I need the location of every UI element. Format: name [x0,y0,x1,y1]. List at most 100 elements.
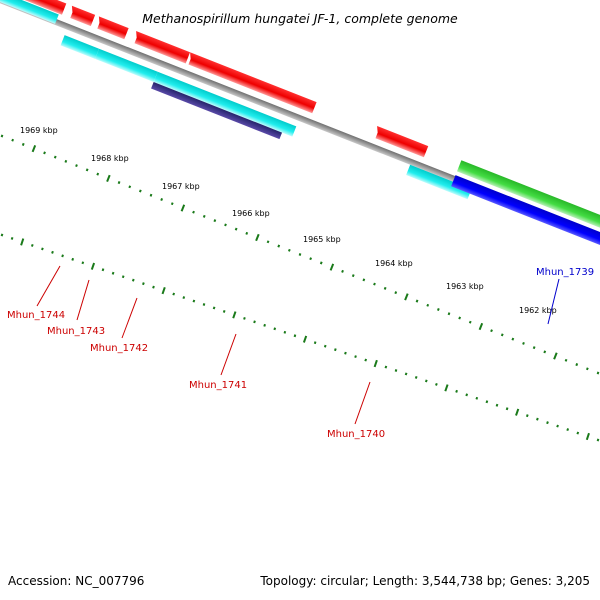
outer-track-minor-tick [277,244,281,248]
outer-track-minor-tick [373,282,376,286]
inner-track-major-tick [444,384,449,392]
outer-track-minor-tick [75,164,78,168]
outer-track-minor-tick [341,269,344,273]
outer-track-minor-tick [543,350,547,354]
inner-track-minor-tick [546,421,549,425]
gene-bar-mhun-1742-gene [95,48,158,83]
inner-track-minor-tick [273,327,277,331]
outer-track-minor-tick [213,219,217,223]
inner-track-minor-tick [0,233,4,237]
outer-track-minor-tick [362,278,366,282]
gene-arrow-mhun-1741-cds-b [188,52,317,114]
feature-band [0,0,600,282]
outer-track-minor-tick [128,185,132,189]
gene-arrow-mhun-1744-cds [0,0,67,15]
gene-bar-mhun-1739-gene [451,175,600,253]
outer-track-major-tick [478,322,484,331]
leader-line-mhun-1744 [36,265,61,307]
outer-track-major-tick [404,293,409,301]
inner-track-minor-tick [212,306,216,310]
inner-track-minor-tick [404,372,408,376]
gene-bar-mhun-1741-gene [153,71,297,137]
outer-track-major-tick [180,204,186,212]
gene-arrow-mhun-1743-cds [70,5,96,27]
outer-track-minor-tick [245,231,249,235]
outer-track-minor-tick [575,363,579,367]
outer-track-minor-tick [522,341,525,345]
outer-track-minor-tick [511,337,515,341]
gene-label-mhun-1743: Mhun_1743 [47,326,105,337]
inner-track-minor-tick [525,414,529,418]
outer-track-minor-tick [192,210,195,214]
inner-track-major-tick [90,262,96,270]
inner-track-minor-tick [172,292,176,296]
inner-track-minor-tick [41,247,44,251]
outer-track-minor-tick [447,312,451,316]
map-title: Methanospirillum hungatei JF-1, complete… [142,11,458,26]
outer-track-minor-tick [436,308,440,311]
outer-track-minor-tick [85,168,89,172]
gene-label-mhun-1740: Mhun_1740 [327,429,385,440]
inner-track-minor-tick [495,403,499,407]
tick-track-outer [0,134,600,375]
outer-track-major-tick [106,174,111,182]
outer-track-minor-tick [160,198,164,201]
inner-track-minor-tick [364,358,368,362]
outer-track-minor-tick [149,193,153,197]
kbp-label-1967: 1967 kbp [162,182,200,191]
kbp-label-1962: 1962 kbp [519,306,557,315]
inner-track-minor-tick [556,424,559,428]
inner-track-minor-tick [435,382,438,386]
inner-track-minor-tick [576,431,580,435]
outer-track-major-tick [31,145,37,153]
outer-track-minor-tick [490,329,493,333]
outer-track-minor-tick [532,346,536,350]
outer-track-minor-tick [309,257,313,261]
outer-track-minor-tick [170,202,174,206]
outer-track-minor-tick [11,138,15,142]
inner-track-minor-tick [152,285,155,289]
inner-track-minor-tick [566,428,570,432]
inner-track-minor-tick [30,243,34,247]
outer-track-minor-tick [117,181,121,185]
tick-track-inner [0,233,600,442]
outer-track-minor-tick [394,291,398,295]
leader-line-mhun-1741 [220,333,237,376]
inner-track-minor-tick [81,261,85,265]
reverse-strand-genes [0,0,429,158]
inner-track-minor-tick [414,375,418,379]
inner-track-minor-tick [293,334,297,338]
inner-track-major-tick [232,311,237,319]
outer-track-minor-tick [351,274,355,278]
leader-line-mhun-1742 [121,297,138,339]
outer-track-minor-tick [266,240,270,244]
inner-track-minor-tick [455,389,458,393]
outer-track-minor-tick [287,248,291,252]
inner-track-minor-tick [536,417,539,421]
kbp-label-1966: 1966 kbp [232,209,270,218]
inner-track-major-tick [161,286,166,295]
leader-line-mhun-1740 [354,381,371,425]
gene-label-mhun-1744: Mhun_1744 [7,310,65,321]
inner-track-minor-tick [384,365,388,369]
inner-track-major-tick [585,432,590,441]
inner-track-minor-tick [61,254,64,258]
outer-track-minor-tick [96,172,100,176]
inner-track-major-tick [302,335,308,343]
outer-track-major-tick [255,233,260,242]
gene-bar-mhun-1740-gene [406,164,472,200]
outer-track-minor-tick [53,155,57,159]
reverse-strand-rna-features [0,0,600,253]
gene-label-mhun-1739: Mhun_1739 [536,267,594,278]
kbp-label-1969: 1969 kbp [20,126,58,135]
inner-track-minor-tick [131,278,135,282]
inner-track-minor-tick [142,282,145,286]
inner-track-minor-tick [344,351,347,355]
inner-track-minor-tick [485,400,489,404]
kbp-label-1963: 1963 kbp [446,282,484,291]
outer-track-minor-tick [596,371,600,375]
outer-track-minor-tick [21,142,25,146]
outer-track-minor-tick [224,223,227,227]
kbp-labels: 1969 kbp 1968 kbp 1967 kbp 1966 kbp 1965… [20,126,557,315]
